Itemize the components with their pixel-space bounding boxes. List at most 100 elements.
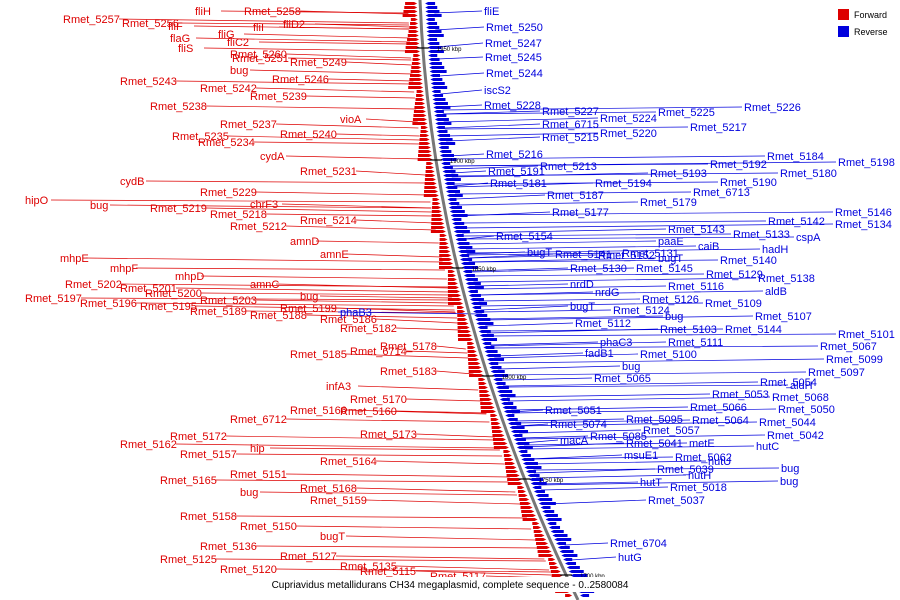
leader-line <box>305 314 457 319</box>
leader-line <box>135 267 445 271</box>
reverse-feature <box>428 58 440 61</box>
leader-line <box>453 181 719 185</box>
reverse-gene-label: Rmet_5179 <box>640 197 697 209</box>
legend-forward-label: Forward <box>854 10 887 20</box>
leader-line <box>175 443 499 449</box>
reverse-feature <box>433 106 451 109</box>
forward-gene-label: bug <box>90 200 108 212</box>
forward-feature <box>478 378 486 381</box>
reverse-feature <box>550 530 564 533</box>
forward-gene-label: amnE <box>320 249 349 261</box>
leader-line <box>503 384 789 388</box>
forward-feature <box>447 278 457 281</box>
reverse-feature <box>522 462 538 465</box>
reverse-gene-label: Rmet_5198 <box>838 157 895 169</box>
leader-line <box>275 568 551 573</box>
reverse-feature <box>430 78 443 81</box>
forward-feature <box>418 146 431 149</box>
reverse-gene-label: cspA <box>796 232 821 244</box>
legend-reverse-label: Reverse <box>854 27 888 37</box>
leader-line <box>269 447 500 451</box>
reverse-feature <box>462 270 472 273</box>
reverse-feature <box>454 234 464 237</box>
forward-gene-label: Rmet_5196 <box>80 298 137 310</box>
leader-line <box>501 377 593 381</box>
reverse-gene-label: Rmet_6715 <box>542 119 599 131</box>
forward-feature <box>522 518 538 521</box>
map-caption: Cupriavidus metallidurans CH34 megaplasm… <box>272 580 629 591</box>
leader-line <box>255 545 540 549</box>
reverse-gene-label: Rmet_5213 <box>540 161 597 173</box>
reverse-feature <box>453 226 468 229</box>
leader-line <box>345 353 469 359</box>
reverse-feature <box>506 418 518 421</box>
reverse-feature <box>494 382 506 385</box>
forward-gene-label: Rmet_5243 <box>120 76 177 88</box>
leader-line <box>463 236 795 240</box>
reverse-gene-label: Rmet_5187 <box>547 190 604 202</box>
reverse-gene-label: fadB1 <box>585 348 614 360</box>
leader-line <box>494 353 639 359</box>
forward-gene-label: Rmet_5195 <box>140 301 197 313</box>
reverse-gene-label: Rmet_5215 <box>542 132 599 144</box>
reverse-feature <box>444 182 455 185</box>
leader-line <box>437 56 484 60</box>
leader-line <box>465 245 697 250</box>
leader-line <box>327 78 414 82</box>
forward-gene-label: flaG <box>170 33 190 45</box>
forward-gene-label: Rmet_5173 <box>360 429 417 441</box>
reverse-gene-label: Rmet_5225 <box>658 107 715 119</box>
forward-feature <box>458 338 474 341</box>
forward-feature <box>413 54 421 57</box>
forward-feature <box>533 526 542 529</box>
forward-gene-label: Rmet_5260 <box>230 49 287 61</box>
reverse-feature <box>425 18 435 21</box>
forward-feature <box>424 190 439 193</box>
forward-feature <box>519 502 531 505</box>
leader-line <box>516 421 758 427</box>
reverse-feature <box>518 450 528 453</box>
forward-feature <box>413 114 427 117</box>
forward-feature <box>417 154 432 157</box>
leader-line <box>243 33 410 39</box>
reverse-gene-label: aldB <box>765 286 787 298</box>
forward-feature <box>411 66 422 69</box>
forward-gene-label: Rmet_5166 <box>290 405 347 417</box>
leader-line <box>177 22 410 26</box>
leader-line <box>365 118 418 123</box>
reverse-gene-label: Rmet_5065 <box>594 373 651 385</box>
leader-line <box>120 283 449 288</box>
forward-gene-label: Rmet_5258 <box>244 6 301 18</box>
leader-line <box>295 525 532 530</box>
leader-line <box>253 141 421 145</box>
reverse-feature <box>490 370 505 373</box>
reverse-feature <box>459 254 470 257</box>
reverse-gene-label: bug <box>665 311 683 323</box>
leader-line <box>319 295 452 299</box>
leader-line <box>530 460 707 465</box>
forward-feature <box>431 218 444 221</box>
forward-feature <box>414 102 425 105</box>
forward-gene-label: Rmet_5203 <box>200 295 257 307</box>
reverse-gene-label: Rmet_5100 <box>640 349 697 361</box>
reverse-feature <box>428 62 442 65</box>
forward-gene-label: Rmet_6712 <box>230 414 287 426</box>
forward-gene-label: fliC2 <box>227 37 249 49</box>
leader-line <box>485 322 574 327</box>
reverse-gene-label: msuE1 <box>624 450 658 462</box>
forward-feature <box>407 38 420 41</box>
leader-line <box>285 53 412 59</box>
forward-feature <box>431 210 442 213</box>
reverse-feature <box>427 46 442 49</box>
leader-line <box>227 135 421 141</box>
reverse-gene-label: Rmet_5227 <box>542 106 599 118</box>
leader-line <box>538 481 639 485</box>
forward-feature <box>493 442 508 445</box>
reverse-feature <box>482 342 492 345</box>
reverse-feature <box>443 178 461 181</box>
leader-line <box>511 408 777 414</box>
leader-line <box>438 72 485 77</box>
forward-feature <box>447 290 460 293</box>
reverse-feature <box>533 490 545 493</box>
reverse-feature <box>466 286 484 289</box>
